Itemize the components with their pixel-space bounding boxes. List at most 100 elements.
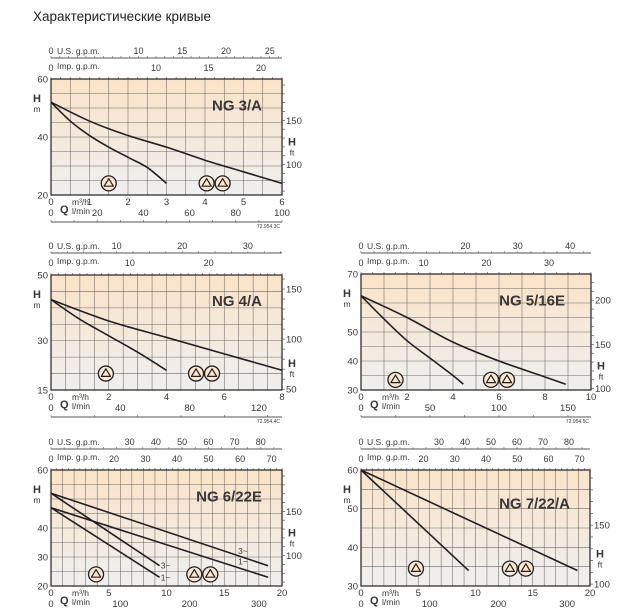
y-axis-title-h-ft: H (596, 549, 604, 561)
pump-triangle (100, 368, 112, 377)
y-axis-unit-m: m (33, 300, 40, 310)
pump-circle (100, 175, 117, 192)
imp-gpm-tick-label: 70 (267, 454, 277, 464)
pump-circle (87, 566, 105, 583)
x-tick-label-m3h: 6 (279, 197, 284, 208)
imp-gpm-tick-label: 30 (450, 454, 460, 464)
y-tick-label-m: 30 (37, 553, 48, 564)
y-axis-unit-ft: ft (290, 369, 295, 379)
us-gpm-tick-label: 30 (243, 241, 253, 251)
pump-triangle-circle-icon (87, 566, 105, 583)
x-axis-lmin: 0 40 80 120 (48, 403, 282, 418)
plot-frame (50, 274, 283, 391)
x-tick-label-lmin: 0 (358, 403, 363, 414)
imp-gpm-label: Imp. g.p.m. (57, 256, 100, 266)
pump-triangle (201, 178, 212, 187)
x-tick-label-m3h: 5 (106, 588, 111, 599)
pump-circle (187, 365, 205, 382)
x-tick-label-m3h: 10 (161, 588, 172, 599)
y-tick-label-ft: 100 (594, 580, 610, 591)
pump-circle (387, 371, 404, 389)
us-gpm-tick-label: 20 (177, 241, 187, 251)
chart-title: NG 4/A (212, 293, 262, 310)
pump-left-icon (187, 365, 205, 382)
chart-title: NG 6/22E (196, 488, 262, 505)
imp-gpm-tick-label: 10 (419, 258, 429, 268)
imp-gpm-tick-label: 50 (512, 454, 522, 464)
pump-triangle (90, 569, 102, 578)
pump-circle (198, 175, 215, 192)
y-tick-label-m: 20 (37, 582, 48, 593)
us-gpm-tick-label: 40 (151, 437, 161, 447)
pump-circle (501, 560, 519, 577)
pump-circle (203, 365, 221, 382)
x-tick-label-lmin: 200 (490, 599, 506, 610)
us-gpm-tick-label: 10 (112, 241, 122, 251)
pump-triangle (504, 563, 516, 572)
x-tick-label-m3h: 0 (48, 197, 53, 208)
pump-circle (202, 566, 219, 583)
x-axis-title-q: Q (60, 204, 69, 216)
y-axis-unit-ft: ft (598, 560, 603, 570)
x-tick-label-lmin: 300 (559, 599, 575, 610)
y-axis-ft: 100 150 Hft (590, 477, 610, 591)
y-tick-label-ft: 150 (286, 285, 302, 296)
imp-gpm-tick-label: 20 (418, 454, 428, 464)
curve-two-pumps-1- (50, 506, 269, 579)
x-axis-title-q: Q (370, 595, 379, 607)
imp-gpm-tick-label: 20 (481, 258, 491, 268)
imp-gpm-axis: Imp. g.p.m. 0 10 20 30 (358, 256, 554, 268)
grid (50, 468, 283, 586)
pump-triangle (103, 178, 114, 187)
x-tick-label-lmin: 40 (115, 403, 126, 414)
y-axis-m: 20 30 40 60 Hm (33, 466, 48, 593)
y-tick-label-ft: 100 (286, 551, 302, 562)
pump-triangle (205, 569, 216, 578)
imp-gpm-axis: Imp. g.p.m. 0 20 30 40 50 60 70 (358, 452, 584, 464)
us-gpm-label: U.S. g.p.m. (57, 437, 100, 447)
y-axis-unit-ft: ft (290, 538, 295, 548)
x-axis-unit-m3h: m³/h (382, 392, 399, 402)
x-axis-unit-lmin: l/min (72, 597, 90, 607)
us-gpm-tick-label: 20 (221, 46, 231, 56)
imp-gpm-tick-label: 20 (256, 63, 266, 73)
x-axis-title-q: Q (60, 595, 69, 607)
y-axis-title-h-ft: H (288, 527, 296, 539)
x-tick-label-lmin: 40 (138, 208, 149, 219)
us-gpm-tick-label: 0 (48, 437, 53, 447)
y-tick-label-ft: 100 (286, 335, 302, 346)
imp-gpm-label: Imp. g.p.m. (367, 256, 410, 266)
us-gpm-axis: U.S. g.p.m. 0 10 20 30 (48, 241, 282, 254)
y-tick-label-ft: 200 (595, 296, 611, 307)
curve-label: 3~ (161, 561, 171, 571)
y-tick-label-m: 30 (347, 582, 358, 593)
pump-circle (407, 560, 425, 577)
pump-triangle (206, 368, 218, 377)
us-gpm-axis: U.S. g.p.m. 0 20 30 40 (358, 241, 591, 254)
pump-left-icon (501, 560, 519, 577)
y-axis-title-h: H (343, 484, 351, 496)
imp-gpm-tick-label: 30 (544, 258, 554, 268)
y-tick-label-m: 60 (37, 466, 48, 477)
x-tick-label-m3h: 20 (585, 588, 596, 599)
x-tick-label-m3h: 8 (279, 392, 284, 403)
x-axis-m3h: 0 1 2 3 4 5 6 Qm³/hl/min (48, 197, 284, 216)
x-tick-label-m3h: 2 (404, 392, 409, 403)
y-tick-label-m: 20 (37, 191, 48, 202)
x-tick-label-m3h: 4 (164, 392, 169, 403)
x-tick-label-lmin: 150 (560, 403, 576, 414)
x-axis-unit-lmin: l/min (72, 206, 90, 216)
y-tick-label-m: 15 (37, 386, 48, 397)
curve-single-pump-3- (50, 492, 161, 567)
us-gpm-label: U.S. g.p.m. (367, 437, 410, 447)
us-gpm-tick-label: 70 (230, 437, 240, 447)
pump-left-icon (482, 371, 500, 389)
x-tick-label-m3h: 10 (470, 588, 481, 599)
x-tick-label-lmin: 0 (48, 599, 53, 610)
x-axis-m3h: 0 2 4 6 8 Qm³/hl/min (48, 392, 284, 411)
imp-gpm-axis: Imp. g.p.m. 0 10 15 20 (48, 61, 266, 73)
y-axis-m: 15 30 50 Hm (33, 271, 48, 397)
us-gpm-tick-label: 80 (256, 437, 266, 447)
y-tick-label-ft: 100 (286, 160, 302, 171)
